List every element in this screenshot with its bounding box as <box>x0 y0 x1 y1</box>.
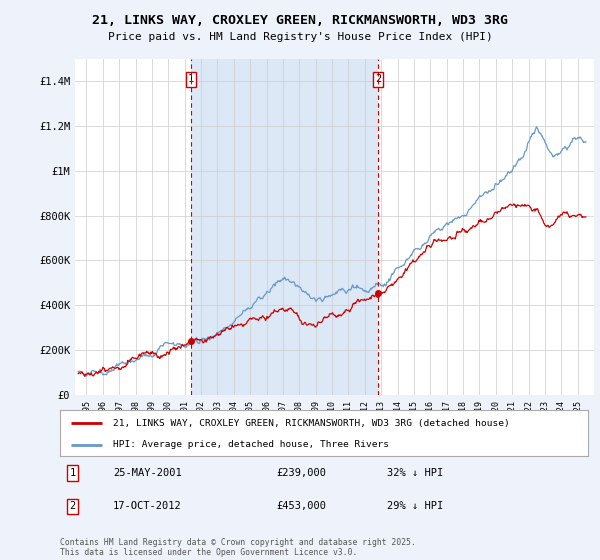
Text: 1: 1 <box>70 468 76 478</box>
Text: 17-OCT-2012: 17-OCT-2012 <box>113 501 182 511</box>
Bar <box>191 59 378 395</box>
Text: 21, LINKS WAY, CROXLEY GREEN, RICKMANSWORTH, WD3 3RG (detached house): 21, LINKS WAY, CROXLEY GREEN, RICKMANSWO… <box>113 419 509 428</box>
Text: 2: 2 <box>70 501 76 511</box>
Text: Price paid vs. HM Land Registry's House Price Index (HPI): Price paid vs. HM Land Registry's House … <box>107 32 493 43</box>
Text: 32% ↓ HPI: 32% ↓ HPI <box>388 468 443 478</box>
Text: 2: 2 <box>375 74 381 85</box>
Text: 25-MAY-2001: 25-MAY-2001 <box>113 468 182 478</box>
Text: 29% ↓ HPI: 29% ↓ HPI <box>388 501 443 511</box>
Text: £453,000: £453,000 <box>277 501 326 511</box>
Text: £239,000: £239,000 <box>277 468 326 478</box>
Text: 21, LINKS WAY, CROXLEY GREEN, RICKMANSWORTH, WD3 3RG: 21, LINKS WAY, CROXLEY GREEN, RICKMANSWO… <box>92 14 508 27</box>
Text: HPI: Average price, detached house, Three Rivers: HPI: Average price, detached house, Thre… <box>113 440 389 450</box>
Text: 1: 1 <box>188 74 194 85</box>
Text: Contains HM Land Registry data © Crown copyright and database right 2025.
This d: Contains HM Land Registry data © Crown c… <box>60 538 416 557</box>
